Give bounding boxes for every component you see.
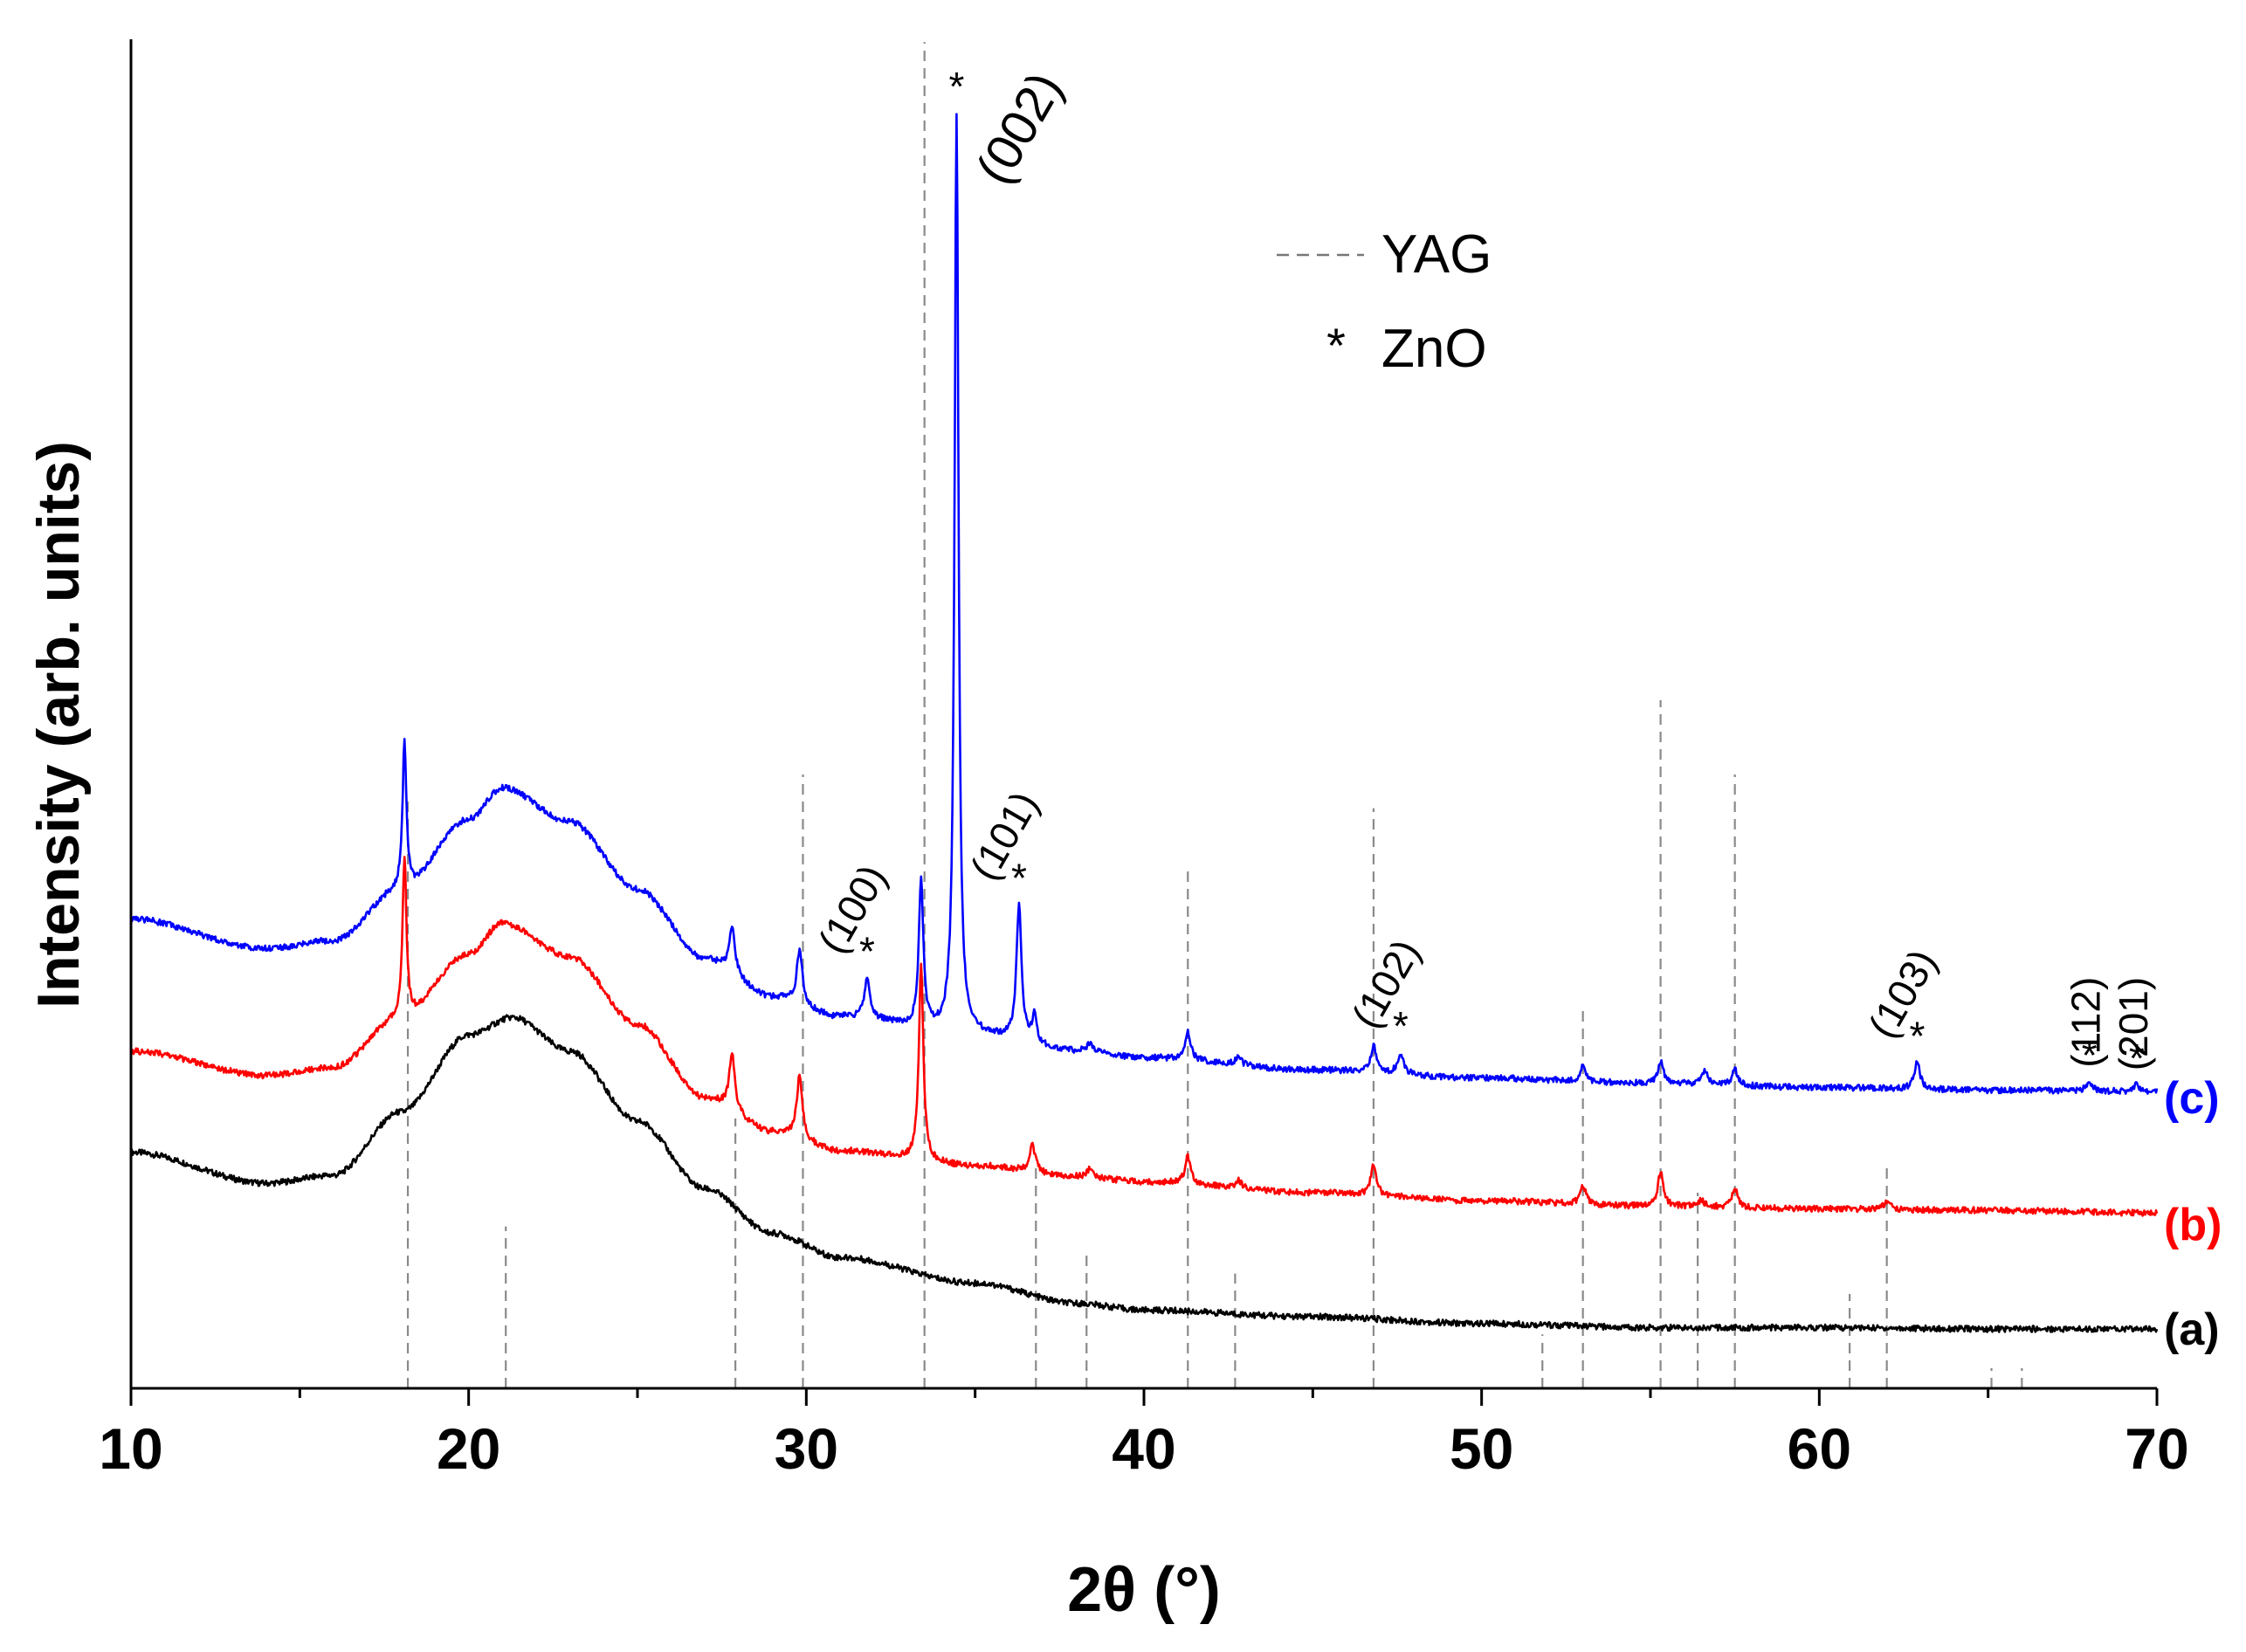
x-tick-label-70: 70 bbox=[2125, 1416, 2188, 1481]
legend: YAG * ZnO bbox=[1277, 224, 1492, 379]
x-tick-label-10: 10 bbox=[99, 1416, 162, 1481]
x-tick-label-50: 50 bbox=[1450, 1416, 1513, 1481]
zno-star-102: * bbox=[1393, 1003, 1409, 1049]
x-tick-label-20: 20 bbox=[437, 1416, 500, 1481]
x-axis-ticks: 10 20 30 40 50 60 70 bbox=[99, 1388, 2189, 1481]
legend-yag-label: YAG bbox=[1381, 224, 1492, 285]
zno-star-100: * bbox=[859, 928, 875, 974]
x-tick-label-60: 60 bbox=[1788, 1416, 1851, 1481]
legend-zno-label: ZnO bbox=[1381, 319, 1487, 379]
series-layer bbox=[129, 113, 2159, 1333]
zno-star-112: * bbox=[2082, 1033, 2098, 1078]
curve-label-c: (c) bbox=[2164, 1073, 2220, 1124]
y-axis-title: Intensity (arb. units) bbox=[25, 441, 92, 1008]
x-tick-label-30: 30 bbox=[775, 1416, 838, 1481]
zno-hkl-201: (201) bbox=[2111, 977, 2156, 1070]
zno-star-002: * bbox=[948, 64, 964, 109]
zno-star-101: * bbox=[1011, 855, 1027, 900]
series-a bbox=[129, 1014, 2159, 1333]
series-c bbox=[130, 113, 2159, 1095]
zno-hkl-112: (112) bbox=[2063, 977, 2109, 1068]
legend-zno-symbol: * bbox=[1326, 318, 1346, 373]
zno-star-201: * bbox=[2129, 1036, 2145, 1081]
zno-star-103: * bbox=[1910, 1013, 1926, 1058]
x-tick-label-40: 40 bbox=[1112, 1416, 1175, 1481]
series-b bbox=[129, 856, 2159, 1217]
x-axis-title: 2θ (°) bbox=[1067, 1555, 1221, 1625]
curve-label-a: (a) bbox=[2164, 1304, 2220, 1355]
curve-label-b: (b) bbox=[2164, 1200, 2222, 1250]
yag-reference-lines bbox=[406, 42, 2023, 1388]
